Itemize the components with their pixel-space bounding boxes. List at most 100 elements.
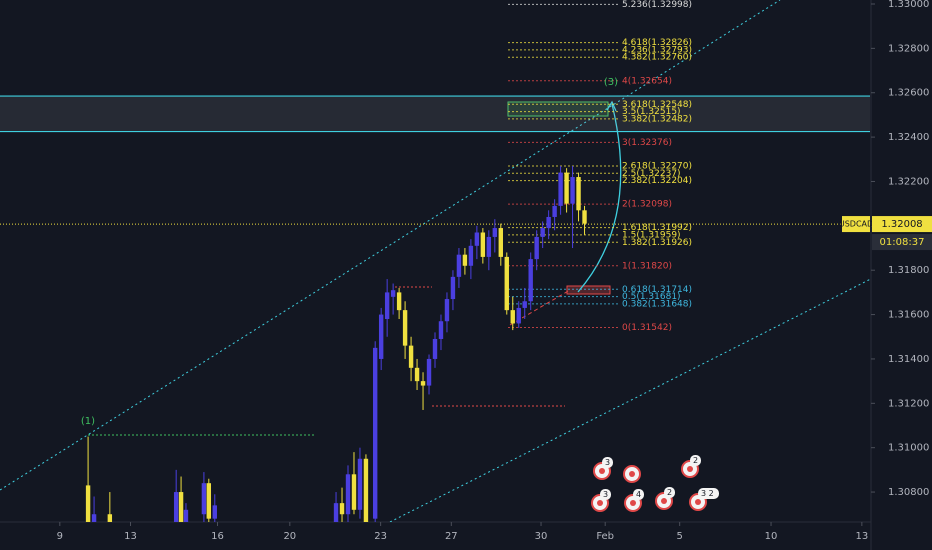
- candles: [85, 165, 587, 522]
- event-dot: [687, 466, 693, 472]
- candle-body: [444, 299, 450, 322]
- y-tick-label: 1.32200: [888, 176, 929, 187]
- fib-label: 1.5(1.31959): [622, 230, 681, 240]
- fib-label: 1.382(1.31926): [622, 238, 692, 248]
- fib-label: 3.618(1.32548): [622, 100, 692, 110]
- x-tick-label: 10: [765, 531, 778, 542]
- event-count-bg: [690, 455, 701, 466]
- fib-label: 3.5(1.32515): [622, 107, 681, 117]
- candle-body: [390, 290, 396, 297]
- candle-body: [468, 245, 474, 266]
- event-count-bg: [698, 488, 719, 499]
- candle-body: [456, 254, 462, 277]
- candle-body: [408, 345, 414, 368]
- candle-body: [212, 505, 217, 519]
- y-tick-label: 1.32600: [888, 88, 929, 99]
- event-dot: [629, 471, 635, 477]
- candle-body: [462, 254, 468, 266]
- candle-body: [432, 338, 438, 359]
- x-tick-label: 20: [283, 531, 296, 542]
- x-tick-label: 9: [57, 531, 63, 542]
- fib-label: 0.5(1.31681): [622, 292, 681, 302]
- event-count: 2: [667, 488, 672, 497]
- target-box: [566, 285, 611, 295]
- y-tick-label: 1.31400: [888, 354, 929, 365]
- candle-body: [528, 259, 533, 302]
- fib-label: 2.618(1.32270): [622, 161, 692, 171]
- event-count: 4: [636, 490, 641, 499]
- projection-line: [509, 289, 571, 326]
- candle-body: [91, 514, 97, 522]
- x-tick-label: 16: [211, 531, 224, 542]
- candle-body: [546, 216, 551, 229]
- event-count: 2: [693, 456, 698, 465]
- candle-body: [438, 321, 444, 339]
- candle-body: [414, 367, 420, 382]
- candle-body: [363, 458, 369, 522]
- y-tick-label: 1.32800: [888, 43, 929, 54]
- arrow-head: [606, 100, 617, 112]
- y-tick-label: 1.32400: [888, 132, 929, 143]
- x-tick-label: 23: [374, 531, 387, 542]
- event-count-bg: [633, 489, 644, 500]
- fib-label: 3(1.32376): [622, 138, 672, 148]
- event-count: 3: [603, 490, 608, 499]
- symbol-badge: [842, 216, 870, 233]
- x-tick-label: Feb: [596, 531, 614, 542]
- candle-body: [498, 228, 503, 257]
- candle-body: [85, 485, 91, 522]
- event-dot: [661, 498, 667, 504]
- x-tick-label: 5: [677, 531, 683, 542]
- fib-label: 2.382(1.32204): [622, 176, 692, 186]
- candle-body: [576, 177, 581, 211]
- channel-upper: [0, 0, 781, 491]
- fib-label: 4(1.32654): [622, 76, 672, 86]
- candle-body: [474, 232, 480, 246]
- candle-body: [357, 458, 363, 510]
- candle-body: [510, 310, 515, 324]
- candle-body: [201, 483, 207, 515]
- candle-body: [402, 310, 408, 346]
- candle-body: [486, 236, 492, 257]
- fib-label: 2(1.32098): [622, 200, 672, 210]
- fib-label: 1(1.31820): [622, 261, 672, 271]
- candle-body: [107, 514, 113, 522]
- fib-label: 0(1.31542): [622, 323, 672, 333]
- y-tick-label: 1.30800: [888, 487, 929, 498]
- candle-body: [351, 474, 357, 510]
- candle-body: [540, 228, 545, 237]
- x-tick-label: 27: [445, 531, 458, 542]
- candle-body: [534, 236, 539, 260]
- x-tick-label: 13: [124, 531, 137, 542]
- y-tick-label: 1.31000: [888, 443, 929, 454]
- zone: [0, 96, 870, 132]
- candle-body: [420, 381, 426, 386]
- candle-body: [372, 347, 378, 519]
- candle-body: [378, 314, 384, 359]
- candle-body: [339, 503, 345, 515]
- candle-body: [522, 301, 527, 308]
- fib-label: 1.618(1.31992): [622, 223, 692, 233]
- candle-body: [396, 292, 402, 311]
- event-dot: [695, 499, 701, 505]
- candle-body: [183, 509, 189, 522]
- candle-body: [492, 228, 498, 237]
- fib-label: 0.618(1.31714): [622, 285, 692, 295]
- fib-label: 4.382(1.32760): [622, 53, 692, 63]
- symbol-label: USDCAD: [839, 220, 873, 229]
- fib-label: 2.5(1.32237): [622, 169, 681, 179]
- candle-body: [384, 292, 390, 320]
- candle-body: [582, 210, 587, 224]
- price-badge-label: 1.32008: [881, 219, 922, 230]
- price-badge: [872, 216, 932, 233]
- x-tick-label: 13: [855, 531, 868, 542]
- wave-label: (3): [604, 77, 618, 88]
- fib-label: 5.236(1.32998): [622, 0, 692, 10]
- candle-body: [516, 307, 521, 324]
- fib-group: 5.236(1.32998) 4.618(1.32826)4.236(1.3279…: [0, 0, 870, 333]
- y-tick-label: 1.31200: [888, 398, 929, 409]
- event-count-bg: [602, 457, 613, 468]
